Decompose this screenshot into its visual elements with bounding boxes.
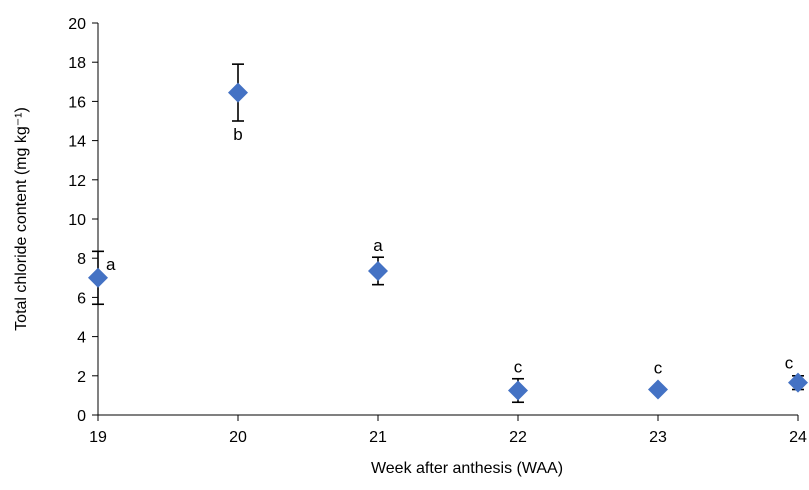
y-tick-label: 6 bbox=[77, 290, 86, 307]
significance-label: b bbox=[233, 125, 242, 144]
significance-label: a bbox=[106, 255, 116, 274]
significance-label: a bbox=[373, 236, 383, 255]
y-tick-label: 2 bbox=[77, 369, 86, 386]
x-tick-label: 24 bbox=[789, 429, 807, 446]
data-point bbox=[368, 260, 388, 281]
y-axis-title: Total chloride content (mg kg⁻¹) bbox=[13, 107, 30, 331]
x-tick-label: 23 bbox=[649, 429, 667, 446]
y-tick-label: 4 bbox=[77, 330, 86, 347]
y-tick-label: 10 bbox=[68, 212, 86, 229]
x-tick-label: 21 bbox=[369, 429, 387, 446]
y-tick-label: 12 bbox=[68, 173, 86, 190]
x-axis-title: Week after anthesis (WAA) bbox=[371, 460, 563, 477]
data-point bbox=[228, 82, 248, 103]
significance-label: c bbox=[514, 358, 523, 377]
data-point bbox=[508, 380, 528, 401]
data-point bbox=[88, 267, 108, 288]
y-tick-label: 14 bbox=[68, 134, 86, 151]
y-tick-label: 20 bbox=[68, 16, 86, 33]
y-tick-label: 0 bbox=[77, 408, 86, 425]
significance-label: c bbox=[785, 354, 794, 373]
data-point bbox=[788, 372, 808, 393]
x-tick-label: 22 bbox=[509, 429, 527, 446]
x-axis: 19 20 21 22 23 24 bbox=[89, 414, 807, 446]
y-axis: 0 2 4 6 8 10 12 14 16 18 20 bbox=[68, 16, 99, 425]
data-point bbox=[648, 379, 668, 400]
significance-label: c bbox=[654, 359, 663, 378]
x-tick-label: 20 bbox=[229, 429, 247, 446]
y-tick-label: 8 bbox=[77, 251, 86, 268]
data-series: a b a c c c bbox=[88, 63, 808, 404]
x-tick-label: 19 bbox=[89, 429, 107, 446]
y-tick-label: 18 bbox=[68, 55, 86, 72]
y-tick-label: 16 bbox=[68, 94, 86, 111]
